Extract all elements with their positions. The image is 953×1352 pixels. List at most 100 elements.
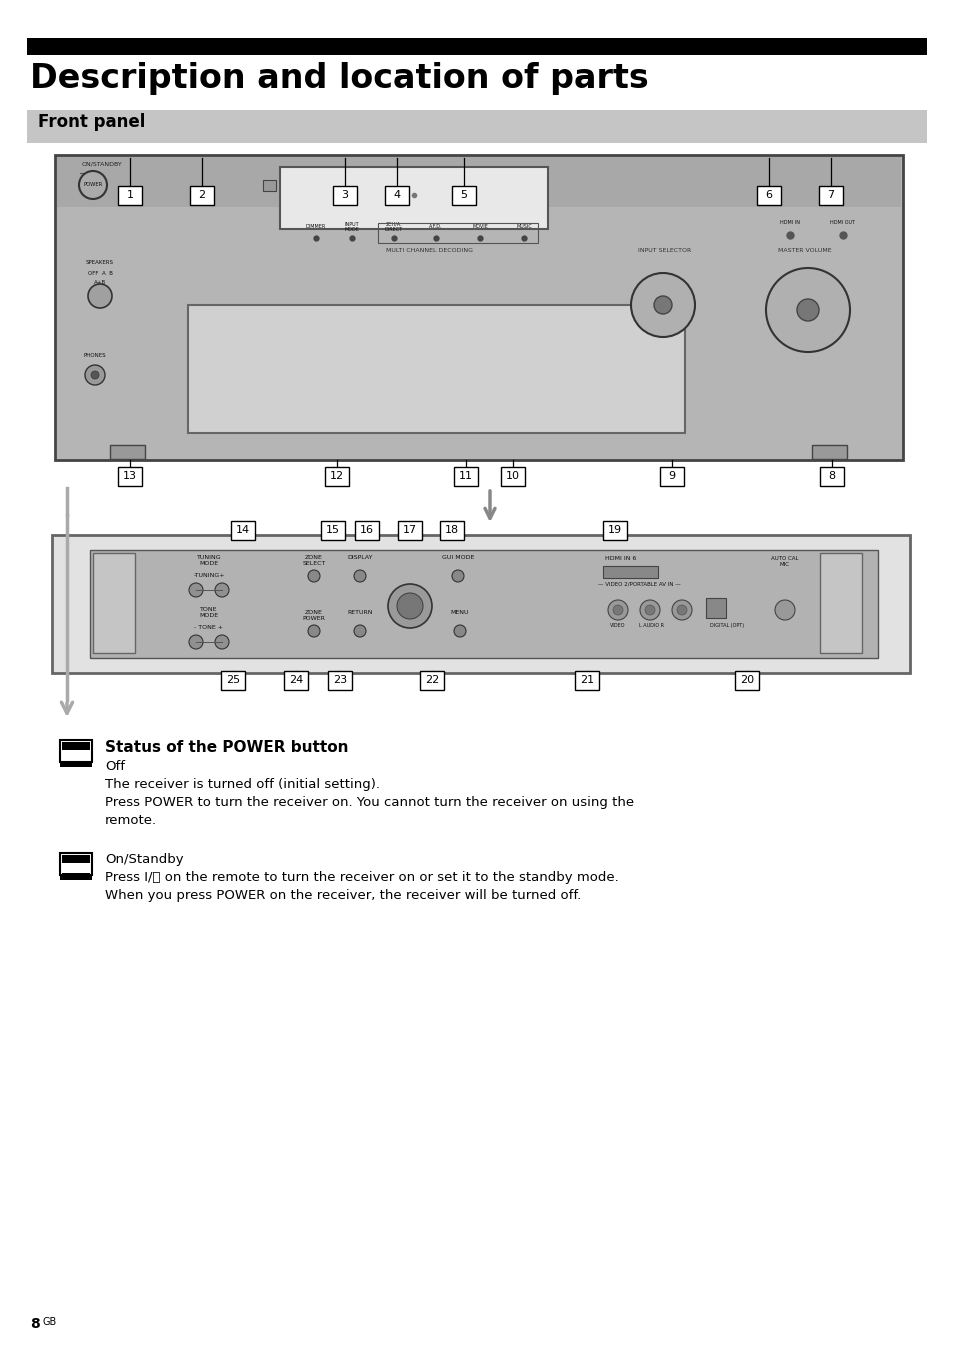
Circle shape [630,273,695,337]
Circle shape [654,296,671,314]
Text: DISPLAY: DISPLAY [347,556,373,560]
Bar [757,185,781,204]
Text: 10: 10 [505,470,519,481]
Text: MOVIE: MOVIE [472,224,487,230]
Text: 24: 24 [289,675,303,685]
Text: DIGITAL (OPT): DIGITAL (OPT) [709,623,743,627]
Text: RETURN: RETURN [347,610,373,615]
Text: ZONE
SELECT: ZONE SELECT [302,556,325,565]
Text: -TUNING+: -TUNING+ [193,573,225,579]
Bar [377,223,537,243]
Bar [27,110,926,143]
Text: A+B: A+B [93,280,106,285]
Bar [231,521,254,539]
Bar [659,466,683,485]
Bar [60,853,91,875]
Circle shape [644,604,655,615]
Text: 15: 15 [326,525,339,535]
Text: 16: 16 [359,525,374,535]
Text: 17: 17 [402,525,416,535]
Text: AUTO CAL
MIC: AUTO CAL MIC [770,556,798,566]
Circle shape [88,284,112,308]
Text: Status of the POWER button: Status of the POWER button [105,740,348,754]
Text: INPUT
MODE: INPUT MODE [344,222,359,233]
Text: 2CH/A.
DIRECT: 2CH/A. DIRECT [384,222,402,233]
Bar [454,466,477,485]
Bar [57,157,900,207]
Circle shape [91,370,99,379]
Text: 22: 22 [424,675,438,685]
Bar [820,466,843,485]
Text: — VIDEO 2/PORTABLE AV IN —: — VIDEO 2/PORTABLE AV IN — [598,581,680,587]
Bar [328,671,352,690]
Bar [811,445,846,458]
Text: MUSIC: MUSIC [516,224,532,230]
Bar [118,185,142,204]
Text: DIMMER: DIMMER [306,224,326,230]
Bar [62,863,90,873]
Bar [705,598,725,618]
Circle shape [774,600,794,621]
Circle shape [677,604,686,615]
Text: Description and location of parts: Description and location of parts [30,62,648,95]
Bar [439,521,463,539]
Circle shape [396,594,422,619]
Text: 7: 7 [826,191,834,200]
Text: ZONE
POWER: ZONE POWER [302,610,325,621]
Text: GUI MODE: GUI MODE [441,556,474,560]
Circle shape [308,625,319,637]
Bar [602,566,658,579]
Text: 20: 20 [740,675,753,685]
Text: 11: 11 [458,470,473,481]
Text: 5: 5 [460,191,467,200]
Text: 13: 13 [123,470,137,481]
Bar [62,742,90,760]
Bar [92,553,135,653]
Circle shape [454,625,465,637]
Text: VIDEO: VIDEO [610,623,625,627]
Text: 14: 14 [235,525,250,535]
Text: Off: Off [105,760,125,773]
Text: INPUT SELECTOR: INPUT SELECTOR [638,247,691,253]
Circle shape [354,625,366,637]
Text: HDMI OUT: HDMI OUT [830,220,855,226]
Text: 19: 19 [607,525,621,535]
Circle shape [613,604,622,615]
Circle shape [214,583,229,598]
Bar [60,740,91,763]
Bar [263,180,275,191]
Text: HDMI IN 6: HDMI IN 6 [604,556,636,561]
Text: 6: 6 [764,191,772,200]
Bar [221,671,245,690]
Text: GB: GB [43,1317,57,1328]
Bar [60,763,91,767]
Circle shape [189,583,203,598]
Text: OFF  A  B: OFF A B [88,270,112,276]
Bar [52,535,909,673]
Circle shape [639,600,659,621]
Text: Front panel: Front panel [38,114,145,131]
Bar [385,185,409,204]
Text: 12: 12 [330,470,344,481]
Text: 8: 8 [827,470,835,481]
Text: On/Standby: On/Standby [105,853,183,867]
Circle shape [765,268,849,352]
Text: 8: 8 [30,1317,40,1330]
Text: When you press POWER on the receiver, the receiver will be turned off.: When you press POWER on the receiver, th… [105,890,580,902]
Text: MULTI CHANNEL DECODING: MULTI CHANNEL DECODING [386,247,473,253]
Text: 23: 23 [333,675,347,685]
Circle shape [308,571,319,581]
Text: - TONE +: - TONE + [194,625,223,630]
Bar [419,671,443,690]
Circle shape [452,571,463,581]
Bar [452,185,476,204]
Circle shape [671,600,691,621]
Bar [118,466,142,485]
Text: TONE
MODE: TONE MODE [199,607,218,618]
Text: 25: 25 [226,675,240,685]
Text: L AUDIO R: L AUDIO R [639,623,664,627]
Bar [820,553,862,653]
Bar [62,750,90,760]
Bar [190,185,213,204]
Text: ON/STANDBY: ON/STANDBY [82,161,123,166]
